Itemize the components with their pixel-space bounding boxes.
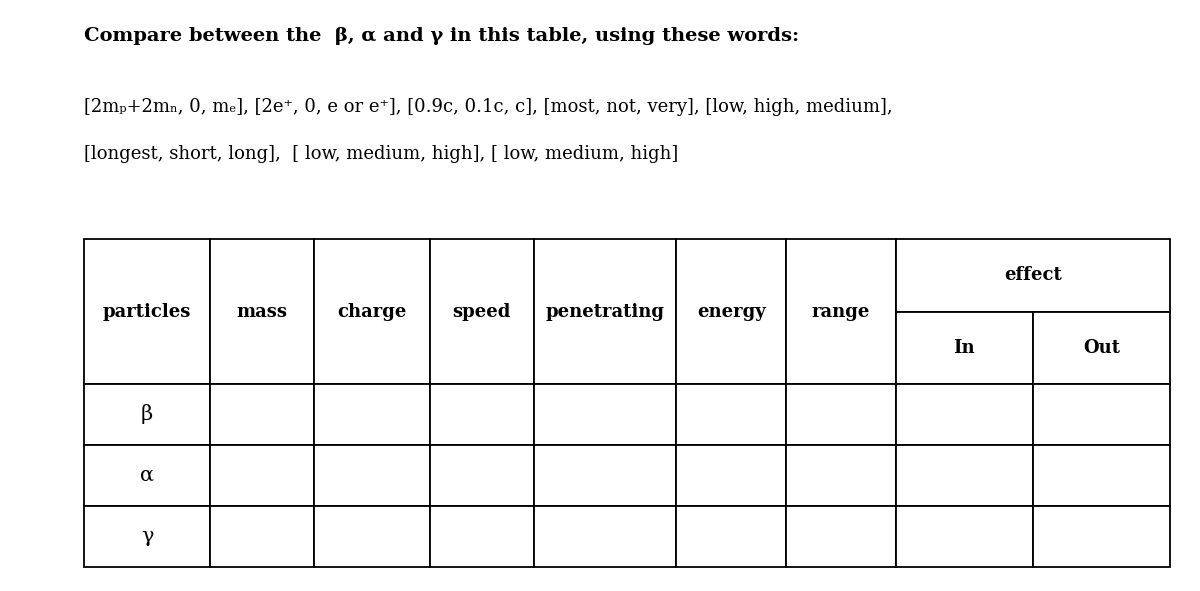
Bar	[430, 384, 534, 445]
Bar	[84, 506, 210, 567]
Text: penetrating: penetrating	[546, 303, 665, 320]
Text: α: α	[140, 466, 154, 485]
Bar	[534, 506, 677, 567]
Bar	[895, 445, 1033, 506]
Bar	[786, 445, 895, 506]
Bar	[895, 384, 1033, 445]
Bar	[534, 384, 677, 445]
Text: energy: energy	[697, 303, 766, 320]
Bar	[534, 445, 677, 506]
Bar	[314, 506, 430, 567]
Text: particles: particles	[103, 303, 191, 320]
Bar	[84, 384, 210, 445]
Text: In: In	[954, 339, 976, 356]
Text: charge: charge	[337, 303, 407, 320]
Text: γ: γ	[140, 527, 154, 546]
Bar	[677, 445, 786, 506]
Bar	[1033, 445, 1170, 506]
Text: Compare between the  β, α and γ in this table, using these words:: Compare between the β, α and γ in this t…	[84, 27, 799, 44]
Text: [2mₚ+2mₙ, 0, mₑ], [2e⁺, 0, e or e⁺], [0.9c, 0.1c, c], [most, not, very], [low, h: [2mₚ+2mₙ, 0, mₑ], [2e⁺, 0, e or e⁺], [0.…	[84, 98, 893, 115]
Bar	[1033, 311, 1170, 384]
Bar	[314, 384, 430, 445]
Text: β: β	[142, 404, 154, 424]
Text: Out: Out	[1082, 339, 1120, 356]
Bar	[210, 445, 314, 506]
Bar	[895, 239, 1170, 311]
Text: [longest, short, long],  [ low, medium, high], [ low, medium, high]: [longest, short, long], [ low, medium, h…	[84, 145, 678, 163]
Bar	[430, 239, 534, 384]
Text: speed: speed	[452, 303, 511, 320]
Bar	[1033, 384, 1170, 445]
Bar	[314, 239, 430, 384]
Bar	[430, 506, 534, 567]
Bar	[786, 384, 895, 445]
Bar	[210, 384, 314, 445]
Bar	[534, 239, 677, 384]
Bar	[677, 239, 786, 384]
Bar	[895, 506, 1033, 567]
Bar	[314, 445, 430, 506]
Bar	[677, 384, 786, 445]
Bar	[430, 445, 534, 506]
Bar	[895, 311, 1033, 384]
Bar	[210, 239, 314, 384]
Bar	[1033, 506, 1170, 567]
Bar	[84, 239, 210, 384]
Bar	[210, 506, 314, 567]
Bar	[84, 445, 210, 506]
Text: effect: effect	[1004, 267, 1062, 284]
Text: range: range	[811, 303, 870, 320]
Bar	[677, 506, 786, 567]
Bar	[786, 506, 895, 567]
Bar	[786, 239, 895, 384]
Text: mass: mass	[236, 303, 288, 320]
